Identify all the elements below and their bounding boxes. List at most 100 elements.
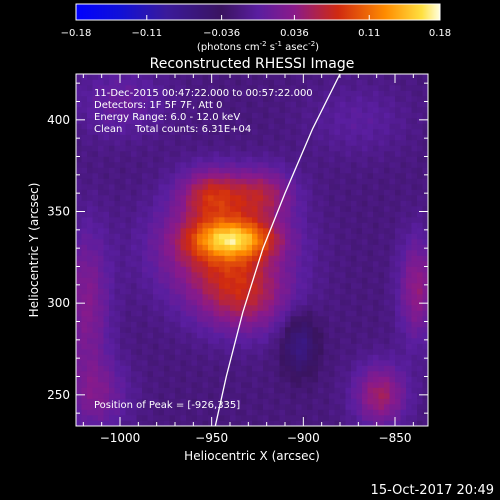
heatmap-cell <box>230 415 236 421</box>
heatmap-cell <box>142 178 148 185</box>
heatmap-cell <box>180 228 187 234</box>
heatmap-cell <box>362 173 368 179</box>
heatmap-cell <box>340 118 346 124</box>
heatmap-cell <box>142 167 148 174</box>
heatmap-cell <box>219 283 225 289</box>
heatmap-cell <box>340 349 346 355</box>
heatmap-cell <box>120 101 126 108</box>
heatmap-cell <box>219 134 225 141</box>
heatmap-cell <box>153 228 159 234</box>
heatmap-cell <box>230 338 236 344</box>
heatmap-cell <box>241 321 247 328</box>
heatmap-cell <box>296 272 302 278</box>
heatmap-cell <box>378 167 385 174</box>
heatmap-cell <box>230 266 236 273</box>
heatmap-cell <box>378 354 385 361</box>
heatmap-cell <box>395 250 401 256</box>
heatmap-cell <box>230 134 236 141</box>
heatmap-cell <box>219 255 225 262</box>
heatmap-cell <box>307 327 313 333</box>
heatmap-cell <box>197 321 203 328</box>
heatmap-cell <box>307 184 313 190</box>
heatmap-cell <box>351 272 357 278</box>
heatmap-cell <box>257 305 264 311</box>
heatmap-cell <box>219 299 225 306</box>
heatmap-cell <box>158 310 165 317</box>
heatmap-cell <box>279 360 286 366</box>
heatmap-cell <box>318 299 324 306</box>
heatmap-cell <box>417 101 423 108</box>
heatmap-cell <box>323 129 330 135</box>
heatmap-cell <box>114 228 121 234</box>
heatmap-cell <box>147 151 154 157</box>
heatmap-cell <box>362 409 368 416</box>
heatmap-cell <box>120 167 126 174</box>
heatmap-cell <box>197 222 203 229</box>
heatmap-cell <box>290 206 297 212</box>
heatmap-cell <box>81 420 88 426</box>
heatmap-cell <box>213 354 220 361</box>
heatmap-cell <box>422 151 428 157</box>
heatmap-cell <box>169 316 176 322</box>
heatmap-cell <box>180 200 187 207</box>
heatmap-cell <box>224 200 231 207</box>
heatmap-cell <box>186 404 192 410</box>
heatmap-cell <box>389 420 396 426</box>
heatmap-cell <box>76 382 82 388</box>
heatmap-cell <box>356 217 363 223</box>
heatmap-cell <box>224 250 231 256</box>
heatmap-cell <box>142 162 148 168</box>
heatmap-cell <box>186 228 192 234</box>
heatmap-cell <box>120 415 126 421</box>
heatmap-cell <box>268 266 275 273</box>
heatmap-cell <box>120 228 126 234</box>
heatmap-cell <box>334 321 341 328</box>
heatmap-cell <box>158 415 165 421</box>
heatmap-cell <box>175 299 181 306</box>
heatmap-cell <box>422 255 428 262</box>
heatmap-cell <box>235 272 242 278</box>
heatmap-cell <box>202 79 209 86</box>
heatmap-cell <box>340 371 346 377</box>
heatmap-cell <box>345 134 352 141</box>
heatmap-cell <box>263 74 269 80</box>
heatmap-cell <box>241 162 247 168</box>
heatmap-cell <box>422 112 428 119</box>
heatmap-cell <box>362 184 368 190</box>
heatmap-cell <box>169 96 176 102</box>
heatmap-cell <box>175 294 181 300</box>
heatmap-cell <box>153 316 159 322</box>
heatmap-cell <box>351 156 357 163</box>
heatmap-cell <box>252 233 258 240</box>
heatmap-cell <box>417 316 423 322</box>
heatmap-cell <box>158 398 165 405</box>
heatmap-cell <box>136 250 143 256</box>
heatmap-cell <box>301 184 308 190</box>
heatmap-cell <box>87 360 93 366</box>
heatmap-cell <box>147 167 154 174</box>
heatmap-cell <box>76 178 82 185</box>
heatmap-cell <box>208 239 214 245</box>
heatmap-cell <box>202 327 209 333</box>
heatmap-cell <box>351 299 357 306</box>
heatmap-cell <box>191 360 198 366</box>
heatmap-cell <box>224 162 231 168</box>
heatmap-cell <box>334 365 341 372</box>
heatmap-cell <box>362 272 368 278</box>
heatmap-cell <box>296 112 302 119</box>
heatmap-cell <box>87 79 93 86</box>
heatmap-cell <box>395 151 401 157</box>
heatmap-cell <box>411 178 418 185</box>
heatmap-cell <box>373 74 379 80</box>
heatmap-cell <box>384 283 390 289</box>
heatmap-cell <box>224 365 231 372</box>
heatmap-cell <box>175 409 181 416</box>
heatmap-cell <box>389 74 396 80</box>
heatmap-cell <box>296 178 302 185</box>
heatmap-cell <box>241 316 247 322</box>
heatmap-cell <box>180 349 187 355</box>
heatmap-cell <box>395 310 401 317</box>
heatmap-cell <box>373 343 379 350</box>
heatmap-cell <box>296 404 302 410</box>
heatmap-cell <box>180 415 187 421</box>
